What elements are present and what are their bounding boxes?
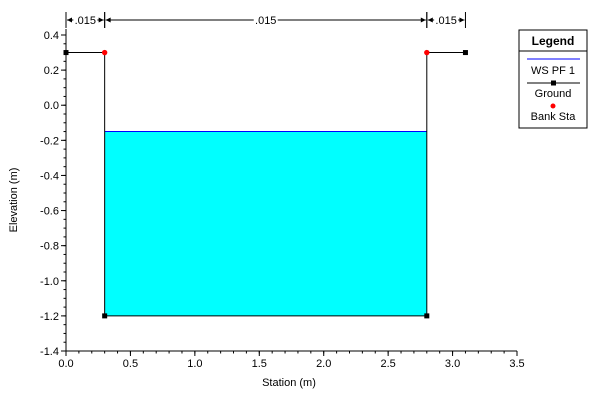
water-fill xyxy=(104,131,427,316)
ground-layer xyxy=(63,49,468,319)
ground-point xyxy=(424,313,430,319)
y-tick-label: -0.2 xyxy=(40,135,59,147)
x-tick-label: 2.5 xyxy=(380,358,395,370)
y-tick-label: -1.2 xyxy=(40,311,59,323)
mannings-n-layer: .015 .015 .015 xyxy=(65,12,466,28)
legend-box xyxy=(518,29,588,129)
ground-point xyxy=(102,313,108,319)
n-value-label: .015 xyxy=(255,15,276,27)
x-tick-label: 0.5 xyxy=(123,358,138,370)
n-label-bg xyxy=(73,13,98,27)
legend-ws-label: WS PF 1 xyxy=(531,65,575,77)
n-arrow-right xyxy=(459,17,465,23)
legend-ground-marker xyxy=(551,80,556,86)
y-axis-title: Elevation (m) xyxy=(8,168,20,233)
n-arrow-right xyxy=(98,17,104,23)
legend-bank-label: Bank Sta xyxy=(531,111,577,123)
n-label-bg xyxy=(253,13,278,27)
labels-layer: Station (m) Elevation (m) xyxy=(8,168,316,389)
bank-station-point xyxy=(101,49,108,56)
ground-point xyxy=(462,50,468,56)
n-arrow-left xyxy=(67,17,72,23)
n-value-label: .015 xyxy=(75,15,96,27)
n-arrow-left xyxy=(427,17,433,23)
x-tick-label: 1.5 xyxy=(252,358,267,370)
y-tick-label: 0.4 xyxy=(44,30,59,42)
legend-ground-label: Ground xyxy=(535,88,572,100)
water-layer xyxy=(104,131,427,316)
y-tick-label: -0.6 xyxy=(40,206,59,218)
y-tick-label: -1.4 xyxy=(40,346,59,358)
x-axis-title: Station (m) xyxy=(262,377,316,389)
n-label-bg xyxy=(434,13,459,27)
n-arrow-left xyxy=(105,17,111,23)
n-arrow-right xyxy=(420,17,426,23)
legend-title: Legend xyxy=(532,34,575,48)
y-tick-label: -0.4 xyxy=(40,170,59,182)
x-tick-label: 2.0 xyxy=(316,358,331,370)
y-tick-label: 0.2 xyxy=(44,65,59,77)
legend: Legend WS PF 1 Ground Bank Sta xyxy=(518,29,588,129)
n-value-label: .015 xyxy=(435,15,456,27)
bank-station-point xyxy=(424,49,430,56)
y-tick-label: 0.0 xyxy=(44,100,59,112)
y-tick-label: -0.8 xyxy=(40,241,59,253)
y-tick-label: -1.0 xyxy=(40,276,59,288)
x-tick-label: 3.0 xyxy=(445,358,460,370)
ground-line xyxy=(66,52,466,317)
x-tick-label: 3.5 xyxy=(509,358,524,370)
axes-layer: 0.0 0.5 1.0 1.5 2.0 2.5 3.0 3.5 0.4 0.2 0.0 -0.2 -0.… xyxy=(40,29,525,370)
legend-bank-marker xyxy=(550,103,556,109)
x-tick-label: 1.0 xyxy=(187,358,202,370)
ground-point xyxy=(63,50,69,56)
x-tick-label: 0.0 xyxy=(58,358,73,370)
